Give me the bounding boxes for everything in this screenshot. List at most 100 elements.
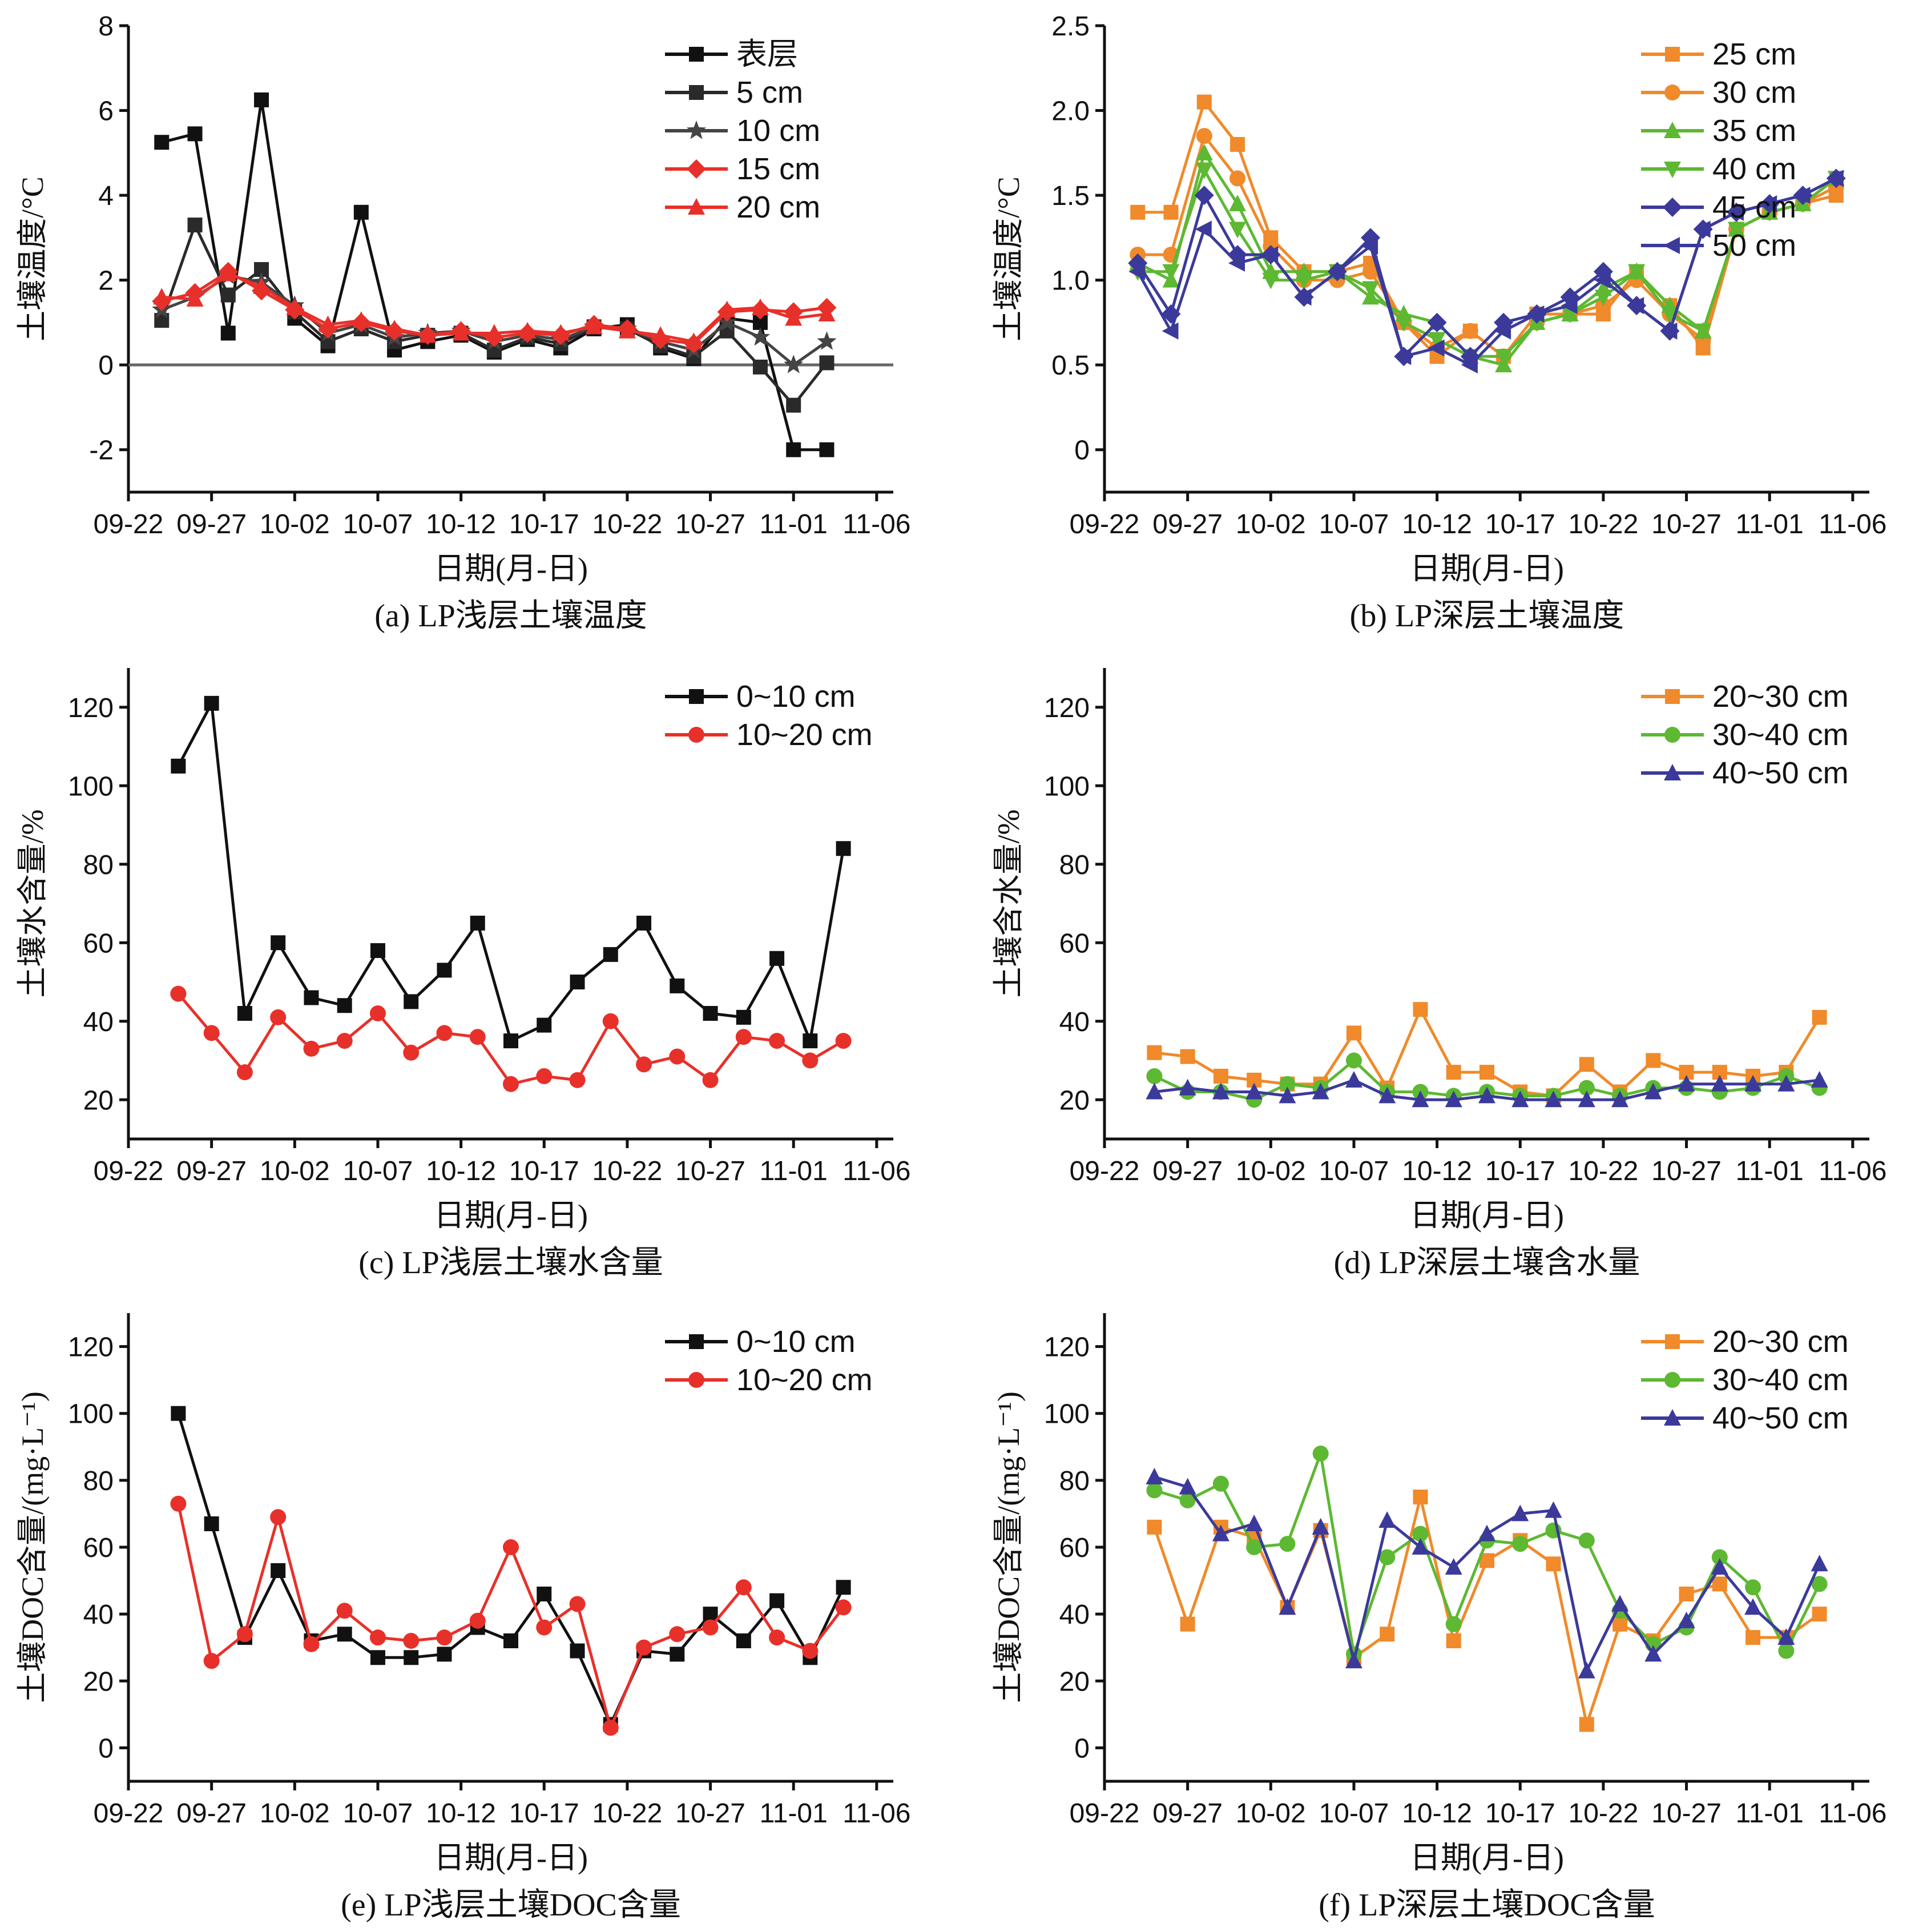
data-point: [1412, 1526, 1429, 1542]
data-point: [519, 321, 537, 339]
y-tick-label: 2.5: [1051, 11, 1090, 42]
data-point: [802, 1052, 819, 1069]
data-point: [336, 1603, 353, 1619]
x-axis-title: 日期(月-日): [434, 1841, 588, 1875]
data-point: [1379, 1549, 1396, 1565]
x-tick-label: 11-06: [842, 1798, 910, 1829]
y-tick-label: 120: [1044, 1333, 1090, 1363]
x-tick-label: 10-22: [592, 509, 663, 540]
x-tick-label: 10-27: [1651, 1156, 1722, 1186]
data-point: [1147, 1045, 1162, 1060]
y-tick-label: -2: [89, 436, 114, 466]
data-point: [718, 300, 736, 317]
data-point: [1279, 1076, 1296, 1092]
y-tick-label: 40: [1059, 1007, 1090, 1037]
data-point: [703, 1006, 718, 1021]
x-tick-label: 09-27: [176, 509, 247, 540]
data-point: [1678, 1611, 1695, 1628]
data-point: [702, 1072, 719, 1088]
x-tick-label: 11-01: [1736, 509, 1804, 540]
data-point: [1744, 1074, 1762, 1092]
x-tick-label: 10-02: [260, 1798, 330, 1829]
x-tick-label: 09-27: [1152, 1156, 1223, 1186]
x-tick-label: 10-17: [509, 509, 579, 540]
data-point: [1378, 1086, 1396, 1104]
data-point: [669, 1048, 686, 1065]
data-point: [1494, 322, 1511, 340]
x-tick-label: 10-07: [1319, 1156, 1389, 1186]
data-point: [1245, 1515, 1263, 1531]
x-tick-label: 10-22: [1569, 1156, 1639, 1186]
y-tick-label: 0: [98, 351, 114, 381]
legend-label: 50 cm: [1712, 228, 1796, 263]
legend-label: 20 cm: [736, 190, 820, 224]
chart-panel-c: 20 40 60 80 100 120 09-22 09-27 10-02 10-07 10-12 1…: [15, 668, 910, 1281]
y-tick-label: 8: [98, 11, 114, 42]
data-point: [1246, 1539, 1263, 1555]
data-point: [404, 1650, 419, 1665]
x-tick-label: 10-02: [260, 509, 330, 540]
data-point: [271, 935, 286, 951]
data-point: [1196, 94, 1212, 110]
series-e-1: [170, 1495, 852, 1736]
x-tick-label: 09-22: [94, 1156, 164, 1186]
data-point: [1194, 186, 1214, 206]
x-tick-label: 09-22: [1070, 1798, 1140, 1829]
y-tick-label: 100: [1044, 1399, 1090, 1430]
data-point: [1811, 1070, 1828, 1088]
data-point: [1445, 1616, 1462, 1632]
data-point: [1394, 348, 1412, 365]
x-tick-label: 10-27: [1651, 1798, 1722, 1829]
legend-label: 35 cm: [1712, 114, 1796, 148]
data-point: [1578, 1080, 1595, 1096]
legend-marker: [689, 47, 704, 62]
data-point: [1611, 1595, 1629, 1612]
data-point: [1345, 1070, 1362, 1088]
x-tick-label: 09-27: [176, 1156, 247, 1186]
data-point: [835, 1599, 852, 1616]
y-tick-label: 100: [68, 771, 114, 802]
x-tick-label: 10-22: [1569, 509, 1639, 540]
legend-label: 0~10 cm: [736, 1325, 856, 1359]
data-point: [469, 1029, 486, 1045]
data-point: [353, 204, 369, 220]
legend-label: 5 cm: [736, 75, 803, 110]
y-tick-label: 2.0: [1051, 96, 1090, 127]
data-point: [1179, 1078, 1196, 1096]
data-point: [1678, 1074, 1695, 1092]
panel-caption: (a) LP浅层土壤温度: [374, 598, 647, 634]
data-point: [819, 442, 834, 457]
data-point: [1146, 1482, 1163, 1499]
data-point: [1245, 1082, 1263, 1100]
data-point: [370, 1650, 385, 1665]
data-point: [503, 1633, 518, 1648]
data-point: [1395, 315, 1413, 332]
data-point: [186, 290, 204, 307]
data-point: [436, 1629, 453, 1646]
data-point: [1646, 1053, 1661, 1068]
data-point: [1130, 204, 1146, 220]
legend-label: 40~50 cm: [1712, 1401, 1849, 1435]
legend-marker: [687, 159, 706, 179]
y-tick-label: 40: [1059, 1600, 1090, 1630]
data-point: [219, 264, 237, 281]
data-point: [618, 321, 636, 339]
data-point: [1711, 1558, 1728, 1575]
data-point: [1446, 1065, 1461, 1080]
data-point: [670, 978, 685, 993]
legend: 20~30 cm 30~40 cm 40~50 cm: [1641, 1325, 1849, 1435]
series-e-0: [171, 1406, 851, 1732]
legend-marker: [689, 689, 704, 704]
x-tick-label: 10-17: [1485, 509, 1555, 540]
data-point: [1479, 1065, 1494, 1080]
data-point: [1679, 1587, 1694, 1601]
data-point: [1229, 222, 1247, 239]
data-point: [784, 355, 804, 373]
data-point: [1827, 170, 1844, 187]
data-point: [1461, 356, 1478, 374]
y-axis-title: 土壤水含量/%: [15, 810, 50, 998]
data-point: [786, 442, 801, 457]
series-c-0: [171, 695, 851, 1049]
data-point: [1212, 1475, 1229, 1492]
data-point: [603, 947, 618, 962]
